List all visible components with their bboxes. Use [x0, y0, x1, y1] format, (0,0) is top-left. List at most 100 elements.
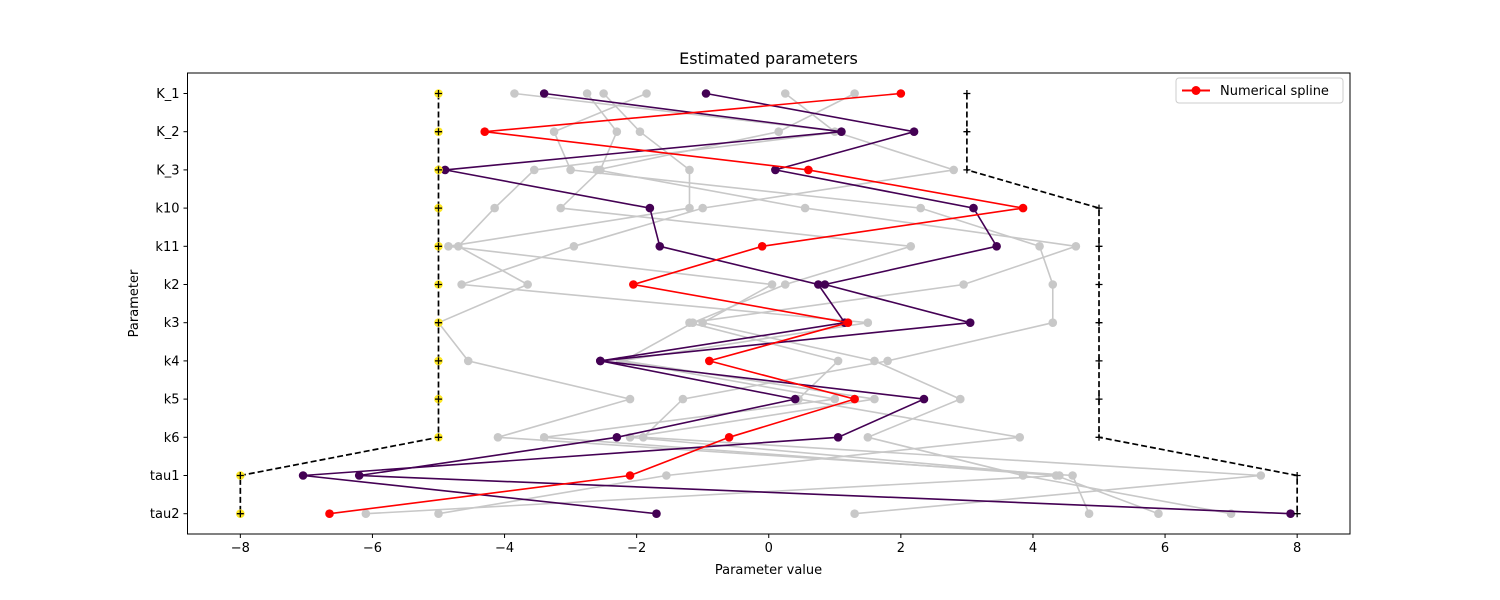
bound-marker	[963, 128, 971, 136]
data-point	[549, 127, 559, 136]
data-point	[457, 280, 466, 289]
start-bound-marker	[434, 204, 442, 212]
y-tick-label: k4	[164, 354, 180, 369]
series-line	[359, 92, 1291, 515]
data-point	[1084, 509, 1094, 518]
data-point	[1071, 242, 1081, 251]
data-point	[625, 394, 635, 404]
data-point	[612, 433, 622, 442]
x-tick-label: −2	[627, 541, 646, 556]
data-point	[830, 394, 840, 404]
data-point	[325, 509, 334, 518]
data-point	[599, 89, 608, 98]
data-point	[863, 433, 873, 442]
data-point	[638, 433, 648, 442]
data-point	[510, 89, 519, 98]
data-point	[434, 509, 443, 518]
data-point	[596, 356, 605, 366]
bound-line-lower	[239, 93, 440, 514]
data-point	[701, 89, 711, 98]
plot-content	[236, 89, 1301, 518]
series-1	[354, 89, 1295, 518]
bound-marker	[1095, 242, 1103, 250]
data-point	[556, 203, 565, 213]
data-point	[529, 165, 539, 175]
data-point	[965, 318, 975, 328]
bound-lower	[236, 90, 442, 518]
legend-box	[1175, 77, 1344, 104]
data-point	[790, 394, 800, 404]
data-point	[629, 280, 638, 289]
data-point	[757, 242, 767, 251]
x-axis-label: Parameter value	[715, 563, 822, 578]
y-tick-label: K_2	[156, 125, 179, 140]
data-point	[800, 203, 810, 213]
data-point	[843, 318, 853, 328]
data-point	[1286, 509, 1295, 518]
data-point	[771, 165, 780, 175]
data-point	[883, 356, 892, 366]
data-point	[569, 242, 579, 251]
data-point	[612, 127, 622, 136]
data-point	[463, 356, 473, 366]
data-point	[625, 471, 635, 480]
data-point	[1051, 471, 1061, 480]
data-point	[837, 127, 846, 136]
data-point	[642, 89, 651, 98]
start-bound-marker	[434, 90, 442, 97]
data-point	[780, 280, 790, 289]
data-point	[850, 509, 859, 518]
data-point	[919, 394, 929, 404]
bound-marker	[1095, 395, 1103, 403]
data-point	[833, 356, 843, 366]
data-point	[813, 280, 823, 289]
data-point	[480, 127, 490, 136]
chart-title: Estimated parameters	[679, 49, 858, 68]
data-point	[539, 89, 549, 98]
data-point	[1256, 471, 1266, 480]
bound-marker	[1095, 433, 1103, 441]
x-tick-label: −4	[495, 541, 514, 556]
series-4	[361, 89, 1064, 518]
start-bound-marker	[434, 166, 442, 174]
start-bound-marker	[434, 128, 442, 136]
data-point	[493, 433, 503, 442]
bound-upper	[963, 90, 1301, 518]
data-point	[298, 471, 308, 480]
bound-marker	[1293, 472, 1301, 479]
y-tick-label: K_1	[156, 87, 179, 102]
x-tick-label: −8	[231, 541, 250, 556]
bound-marker	[1095, 204, 1103, 212]
data-point	[454, 242, 463, 251]
x-tick-label: 0	[765, 541, 773, 556]
data-point	[539, 433, 549, 442]
data-point	[490, 203, 499, 213]
data-point	[724, 433, 734, 442]
series-7	[457, 89, 1163, 518]
bound-marker	[1095, 281, 1103, 288]
series-line	[329, 92, 1024, 515]
data-point	[1048, 318, 1058, 328]
data-point	[959, 280, 968, 289]
start-bound-marker	[236, 510, 244, 518]
bound-line-upper	[966, 93, 1299, 514]
x-tick-label: −6	[363, 541, 382, 556]
data-point	[685, 165, 694, 175]
data-point	[850, 394, 859, 404]
series-8	[434, 89, 1081, 518]
series-line	[303, 92, 927, 515]
y-tick-label: tau2	[150, 507, 180, 522]
series-line	[461, 92, 1159, 515]
legend-marker	[1191, 86, 1201, 95]
data-point	[804, 165, 813, 175]
x-tick-label: 4	[1029, 541, 1037, 556]
data-point	[1035, 242, 1044, 251]
start-points	[236, 89, 443, 518]
bound-marker	[1095, 319, 1103, 327]
data-point	[645, 203, 655, 213]
data-point	[444, 242, 453, 251]
x-tick-label: 8	[1293, 541, 1301, 556]
data-point	[1068, 471, 1077, 480]
data-point	[896, 89, 906, 98]
data-point	[354, 471, 364, 480]
